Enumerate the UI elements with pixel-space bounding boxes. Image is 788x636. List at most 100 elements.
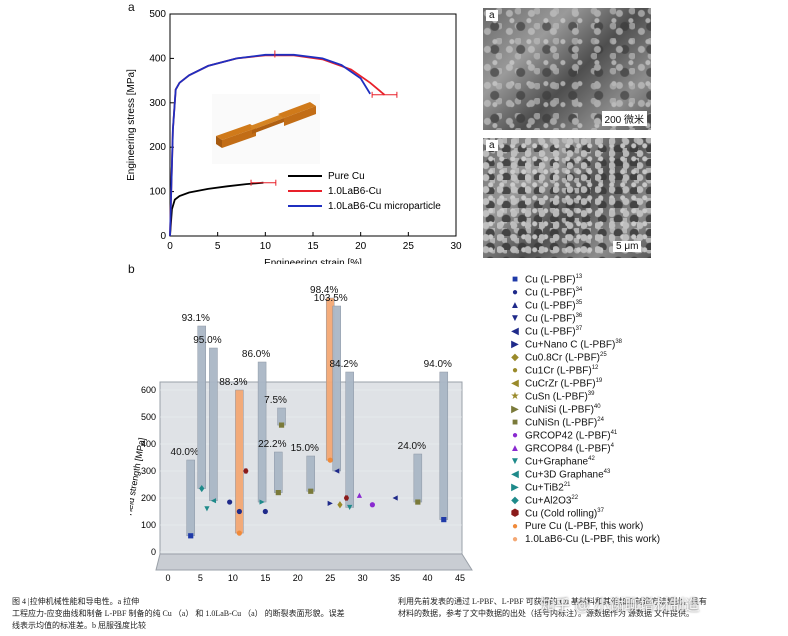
- legend-entry: ■ Cu (L-PBF)13: [508, 274, 582, 285]
- property-bar: [306, 455, 316, 492]
- legend-label: 1.0LaB6-Cu microparticle: [328, 201, 441, 212]
- data-point: [327, 500, 333, 506]
- y-tick-label: 300: [141, 466, 156, 476]
- legend-marker-icon: ●: [511, 287, 519, 299]
- property-bar: [257, 361, 267, 503]
- legend-label: Cu (L-PBF): [525, 274, 576, 286]
- data-point: [415, 499, 421, 505]
- x-tick-label: 5: [215, 241, 221, 252]
- legend-marker-icon: ●: [511, 430, 519, 442]
- legend-entry: ▲ GRCOP84 (L-PBF)4: [508, 443, 614, 454]
- legend-marker-icon: ■: [511, 417, 519, 429]
- property-bar: [345, 371, 354, 508]
- bar-value-label: 22.2%: [258, 439, 286, 450]
- y-tick-label: 500: [149, 9, 166, 20]
- legend-entry: ▲ Cu (L-PBF)35: [508, 300, 582, 311]
- legend-label: 1.0LaB6-Cu: [328, 186, 381, 197]
- y-tick-label: 300: [149, 98, 166, 109]
- x-tick-label: 15: [307, 241, 319, 252]
- stress-strain-chart: 0 5 10 15 20 25 30 0 100 200 300 400 500 Engineering …: [120, 6, 470, 269]
- legend-reference: 19: [595, 378, 603, 384]
- data-point: [259, 499, 265, 505]
- legend-marker-icon: ◆: [511, 352, 519, 364]
- x-tick-label: 20: [293, 573, 303, 582]
- data-point: [275, 490, 281, 496]
- x-tick-label: 5: [198, 573, 203, 582]
- sem-bottom-scale: 5 μm: [613, 241, 642, 252]
- legend-label: Pure Cu: [328, 171, 365, 182]
- figure-caption-left: 图 4 |拉伸机械性能和导电性。a 拉伸 工程应力-应变曲线和制备 L-PBF …: [12, 596, 392, 632]
- legend-reference: 43: [603, 469, 611, 475]
- legend-reference: 35: [575, 300, 583, 306]
- legend-label: Cu1Cr (L-PBF): [525, 365, 592, 377]
- legend-entry: ● Cu1Cr (L-PBF)12: [508, 365, 598, 376]
- panel-b-label: b: [128, 262, 135, 276]
- data-point: [236, 508, 242, 515]
- data-point: [369, 502, 375, 508]
- caption-line: 图 4 |拉伸机械性能和导电性。a 拉伸: [12, 597, 140, 606]
- legend-marker-icon: ◀: [511, 326, 519, 338]
- data-point: [308, 488, 314, 494]
- bar-value-label: 15.0%: [291, 443, 319, 454]
- caption-line: 线表示均值的标准差。b 屈服强度比较: [12, 621, 146, 630]
- legend-label: Cu+Al2O3: [525, 495, 572, 507]
- x-tick-label: 20: [355, 241, 367, 252]
- legend-reference: 40: [593, 404, 601, 410]
- legend-entry: ▼ Cu (L-PBF)36: [508, 313, 582, 324]
- y-tick-label: 500: [141, 412, 156, 422]
- property-bar: [439, 371, 449, 520]
- legend-entry: ● Pure Cu (L-PBF, this work): [508, 521, 643, 532]
- legend-entry: ■ CuNiSn (L-PBF)24: [508, 417, 604, 428]
- property-bar: [186, 459, 195, 537]
- y-tick-label: 0: [151, 547, 156, 557]
- bar-value-label: 40.0%: [171, 447, 199, 458]
- legend-reference: 24: [597, 417, 604, 423]
- x-tick-label: 40: [423, 573, 433, 582]
- legend-label: GRCOP42 (L-PBF): [525, 430, 611, 442]
- data-point: [441, 517, 447, 523]
- data-point: [243, 468, 249, 474]
- y-tick-label: 200: [141, 493, 156, 503]
- sem-fracture-image-top: a 200 微米: [483, 8, 651, 130]
- x-axis-label: Engineering strain [%]: [264, 258, 362, 264]
- data-point: [334, 468, 340, 474]
- series-line: [169, 181, 264, 237]
- legend-entry: ● 1.0LaB6-Cu (L-PBF, this work): [508, 534, 660, 545]
- legend-label: CuCrZr (L-PBF): [525, 378, 596, 390]
- panel-a-label: a: [128, 0, 135, 14]
- legend-label: 1.0LaB6-Cu (L-PBF, this work): [525, 534, 661, 545]
- yield-strength-chart: 40.0% 93.1% 95.0% 88.3% 86.0% 7.5% 22.2% 15.0% 9…: [123, 282, 475, 597]
- bar-value-label: 103.5%: [314, 293, 348, 304]
- legend-reference: 25: [600, 352, 607, 358]
- x-tick-label: 0: [165, 573, 170, 582]
- property-bar: [413, 453, 423, 503]
- legend-entry: ▼ Cu+Graphane42: [508, 456, 595, 467]
- floor-plane: [155, 553, 473, 571]
- legend-reference: 22: [571, 495, 579, 501]
- bar-value-label: 95.0%: [193, 335, 221, 346]
- bar-value-label: 24.0%: [398, 441, 426, 452]
- x-tick-label: 30: [358, 573, 368, 582]
- data-point: [278, 422, 285, 428]
- caption-line: 材料的数据，参考了文中数据的出处（括号内标注）。源数据作为 源数据 文件提供。: [398, 609, 694, 618]
- legend-entry: ● Cu (L-PBF)34: [508, 287, 582, 298]
- legend-marker-icon: ●: [511, 365, 519, 377]
- legend-reference: 41: [610, 430, 618, 436]
- legend-marker-icon: ◀: [511, 469, 519, 481]
- legend-marker-icon: ▶: [511, 482, 519, 494]
- data-point: [392, 495, 398, 501]
- x-tick-label: 25: [325, 573, 335, 582]
- legend-marker-icon: ▶: [511, 404, 519, 416]
- y-tick-label: 600: [141, 385, 156, 395]
- legend-label: Cu+Nano C (L-PBF): [525, 339, 616, 351]
- legend-marker-icon: ◀: [511, 378, 519, 390]
- watermark: 知乎 @ 小谢聊增材制造: [540, 596, 700, 614]
- bar-value-label: 84.2%: [330, 359, 358, 370]
- legend-entry: ◀ CuCrZr (L-PBF)19: [508, 378, 602, 389]
- legend-marker-icon: ★: [510, 391, 520, 403]
- legend-label: Cu (L-PBF): [525, 287, 576, 299]
- legend-label: Cu+3D Graphane: [525, 469, 604, 481]
- x-tick-label: 30: [450, 241, 462, 252]
- caption-line: 工程应力-应变曲线和制备 L-PBF 制备的纯 Cu （a） 和 1.0LaB-…: [12, 609, 345, 618]
- legend-label: Cu0.8Cr (L-PBF): [525, 352, 601, 364]
